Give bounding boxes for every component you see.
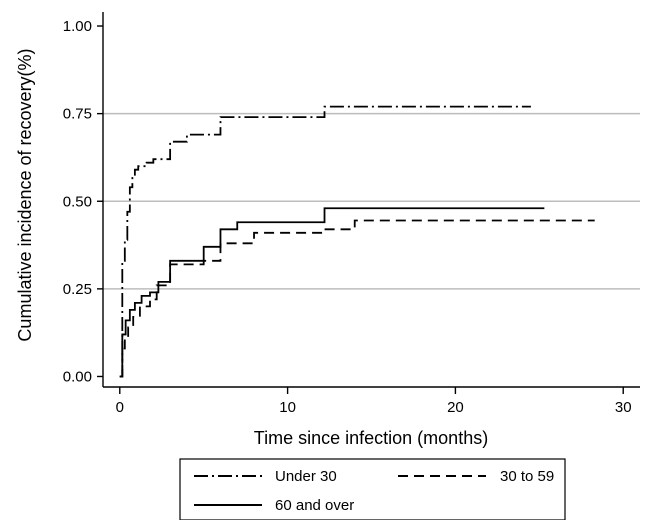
legend: Under 30 30 to 59 60 and over <box>179 458 566 520</box>
plot-background <box>103 12 640 387</box>
y-tick-label-2: 0.50 <box>63 193 92 210</box>
y-axis-title: Cumulative incidence of recovery(%) <box>15 48 35 341</box>
x-tick-label-0: 0 <box>116 399 124 416</box>
legend-label-60-and-over: 60 and over <box>275 497 354 514</box>
x-ticks: 0 10 20 30 <box>116 387 632 416</box>
x-axis-title: Time since infection (months) <box>254 428 488 448</box>
axes: 0.00 0.25 0.50 0.75 1.00 0 10 20 30 <box>63 12 640 416</box>
x-tick-label-2: 20 <box>447 399 464 416</box>
series-line-2 <box>119 207 545 378</box>
plot-area <box>103 12 640 387</box>
series-line-0 <box>119 105 531 378</box>
y-ticks: 0.00 0.25 0.50 0.75 1.00 <box>63 18 103 385</box>
legend-label-under-30: Under 30 <box>275 468 337 485</box>
legend-box <box>179 458 566 520</box>
series-lines <box>119 105 595 378</box>
legend-label-30-to-59: 30 to 59 <box>500 468 554 485</box>
grid-lines <box>103 112 640 290</box>
x-tick-label-1: 10 <box>279 399 296 416</box>
x-tick-label-3: 30 <box>615 399 632 416</box>
y-tick-label-3: 0.75 <box>63 106 92 123</box>
y-tick-label-1: 0.25 <box>63 281 92 298</box>
y-tick-label-4: 1.00 <box>63 18 92 35</box>
y-tick-label-0: 0.00 <box>63 368 92 385</box>
